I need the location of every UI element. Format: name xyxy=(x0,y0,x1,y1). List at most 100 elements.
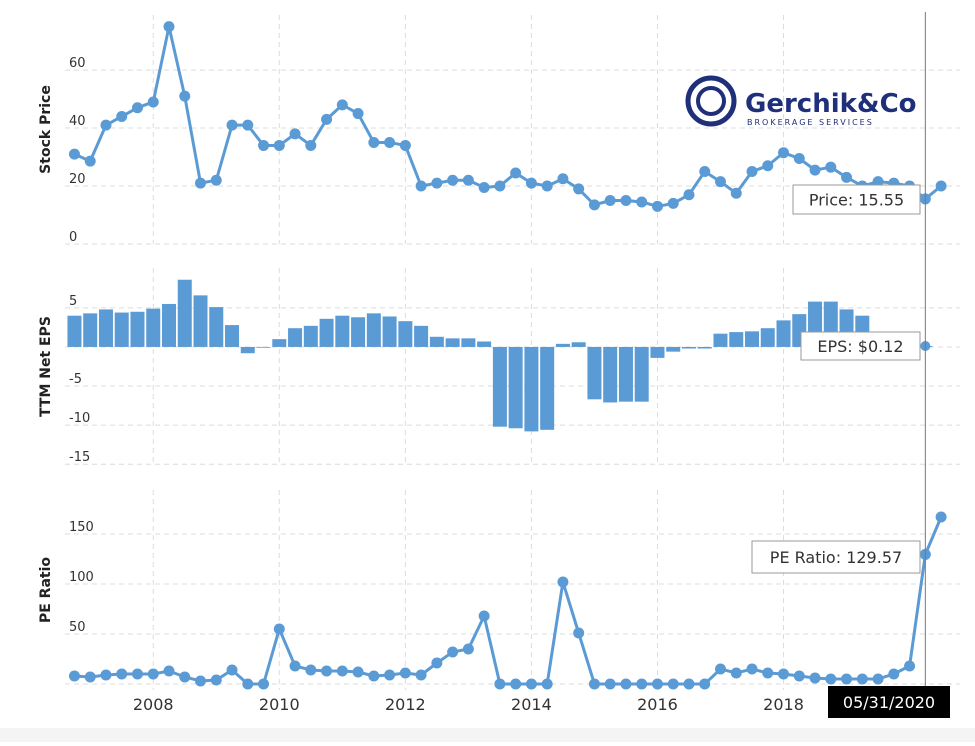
y-tick-label: 150 xyxy=(69,520,94,535)
point xyxy=(305,139,317,151)
point xyxy=(131,668,143,680)
x-tick-label: 2018 xyxy=(763,695,804,714)
bar xyxy=(209,307,224,347)
point xyxy=(258,139,270,151)
logo-ring xyxy=(696,86,726,116)
point xyxy=(147,668,159,680)
bar xyxy=(130,311,145,347)
y-tick-label: -5 xyxy=(69,372,82,387)
logo-ring xyxy=(685,75,737,127)
logo-name: Gerchik&Co xyxy=(745,89,917,119)
tooltip: Price: 15.55 xyxy=(792,184,921,215)
point xyxy=(714,176,726,188)
point xyxy=(462,643,474,655)
bar xyxy=(745,331,760,347)
point xyxy=(415,180,427,192)
bar xyxy=(492,346,507,427)
point xyxy=(273,623,285,635)
point xyxy=(525,678,537,690)
y-axis-label: PE Ratio xyxy=(38,557,54,623)
y-tick-label: 40 xyxy=(69,114,86,129)
point xyxy=(825,161,837,173)
navigator xyxy=(0,728,975,742)
point xyxy=(100,669,112,681)
point xyxy=(620,678,632,690)
tooltip-text: Price: 15.55 xyxy=(809,191,904,210)
point xyxy=(352,108,364,120)
point xyxy=(447,646,459,658)
logo: Gerchik&Co BROKERAGE SERVICES xyxy=(685,75,917,127)
point xyxy=(210,674,222,686)
point xyxy=(541,180,553,192)
point xyxy=(478,181,490,193)
bar xyxy=(193,295,208,347)
point xyxy=(793,670,805,682)
point xyxy=(494,180,506,192)
point xyxy=(399,139,411,151)
point xyxy=(588,678,600,690)
y-tick-label: -10 xyxy=(69,411,90,426)
point xyxy=(510,167,522,179)
y-tick-label: 60 xyxy=(69,56,86,71)
bar xyxy=(146,308,161,347)
bar xyxy=(603,346,618,403)
point xyxy=(588,199,600,211)
point xyxy=(730,667,742,679)
bar xyxy=(760,328,775,347)
point xyxy=(872,176,884,188)
point xyxy=(935,511,947,523)
x-tick-label: 2012 xyxy=(385,695,426,714)
point xyxy=(131,102,143,114)
point xyxy=(352,666,364,678)
bar xyxy=(256,346,271,348)
bar xyxy=(713,333,728,347)
point xyxy=(226,119,238,131)
bar xyxy=(461,338,476,347)
point xyxy=(289,660,301,672)
tooltip-box xyxy=(792,184,921,215)
bar xyxy=(587,346,602,400)
bar xyxy=(240,346,255,354)
y-axis-label: TTM Net EPS xyxy=(38,316,54,417)
bar xyxy=(225,325,240,347)
bar xyxy=(272,339,287,347)
point xyxy=(147,96,159,108)
bar xyxy=(729,332,744,347)
bar xyxy=(114,312,129,347)
point xyxy=(368,137,380,149)
bar xyxy=(382,316,397,347)
bar xyxy=(351,317,366,347)
point xyxy=(242,119,254,131)
point xyxy=(730,187,742,199)
point xyxy=(415,669,427,681)
tooltip-text: EPS: $0.12 xyxy=(817,337,903,356)
point xyxy=(541,678,553,690)
bar xyxy=(335,315,350,347)
point xyxy=(494,678,506,690)
point xyxy=(604,195,616,207)
bar xyxy=(161,303,176,347)
bar xyxy=(398,321,413,347)
point xyxy=(258,678,270,690)
point xyxy=(84,155,96,167)
point xyxy=(195,177,207,189)
point xyxy=(557,576,569,588)
point xyxy=(525,177,537,189)
bar xyxy=(681,346,696,349)
bar xyxy=(776,320,791,347)
point xyxy=(636,196,648,208)
point xyxy=(242,678,254,690)
y-tick-label: -15 xyxy=(69,450,90,465)
point xyxy=(809,164,821,176)
y-tick-label: 5 xyxy=(69,294,77,309)
point xyxy=(321,665,333,677)
point xyxy=(336,99,348,111)
point xyxy=(888,668,900,680)
x-tick-label: 2010 xyxy=(259,695,300,714)
point xyxy=(431,177,443,189)
point xyxy=(714,663,726,675)
bar xyxy=(98,309,113,347)
point xyxy=(683,678,695,690)
point xyxy=(68,148,80,160)
